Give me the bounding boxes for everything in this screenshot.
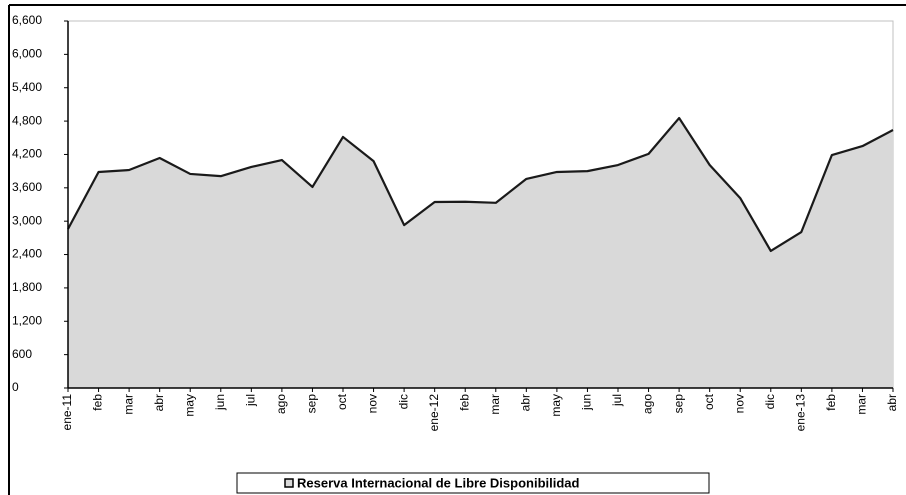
x-tick-label: may	[549, 394, 563, 417]
x-tick-label: mar	[855, 394, 869, 415]
x-tick-label: dic	[396, 394, 410, 409]
x-tick-label: mar	[488, 394, 502, 415]
y-tick-label: 6,000	[12, 47, 42, 61]
x-tick-label: feb	[457, 394, 471, 411]
y-tick-label: 1,200	[12, 313, 42, 327]
x-tick-label: oct	[335, 393, 349, 410]
legend-box	[236, 472, 710, 494]
x-tick-label: jun	[213, 394, 227, 411]
x-tick-label: ene-13	[794, 394, 808, 432]
x-tick-label: ene-11	[60, 394, 74, 431]
x-tick-label: mar	[121, 394, 135, 415]
x-tick-label: dic	[763, 394, 777, 409]
x-tick-label: sep	[305, 394, 319, 414]
x-tick-label: oct	[702, 393, 716, 410]
x-tick-label: abr	[152, 394, 166, 411]
line	[67, 116, 894, 253]
x-tick-label: jul	[610, 394, 624, 407]
y-tick-label: 2,400	[12, 247, 42, 261]
y-tick-label: 6,600	[12, 13, 42, 27]
y-tick-label: 1,800	[12, 280, 42, 294]
y-tick-label: 0	[12, 380, 19, 394]
y-tick-label: 3,000	[12, 213, 42, 227]
area	[68, 118, 893, 388]
y-tick-label: 600	[12, 347, 32, 361]
x-tick-label: ago	[274, 394, 288, 414]
y-tick-label: 5,400	[12, 80, 42, 94]
x-tick-label: may	[182, 394, 196, 417]
x-tick-label: jun	[580, 394, 594, 411]
y-tick-label: 4,200	[12, 147, 42, 161]
x-tick-label: feb	[824, 394, 838, 411]
x-tick-label: nov	[732, 394, 746, 413]
x-tick-label: feb	[91, 394, 105, 411]
x-tick-label: nov	[366, 394, 380, 413]
y-tick-label: 4,800	[12, 113, 42, 127]
legend-label: Reserva Internacional de Libre Disponibi…	[297, 475, 580, 490]
y-tick-label: 3,600	[12, 180, 42, 194]
legend-swatch	[284, 478, 294, 488]
x-tick-label: abr	[885, 394, 899, 411]
x-tick-label: abr	[519, 394, 533, 411]
x-tick-label: sep	[671, 394, 685, 414]
x-tick-label: jul	[244, 394, 258, 407]
x-tick-label: ene-12	[427, 394, 441, 432]
x-tick-label: ago	[641, 394, 655, 414]
